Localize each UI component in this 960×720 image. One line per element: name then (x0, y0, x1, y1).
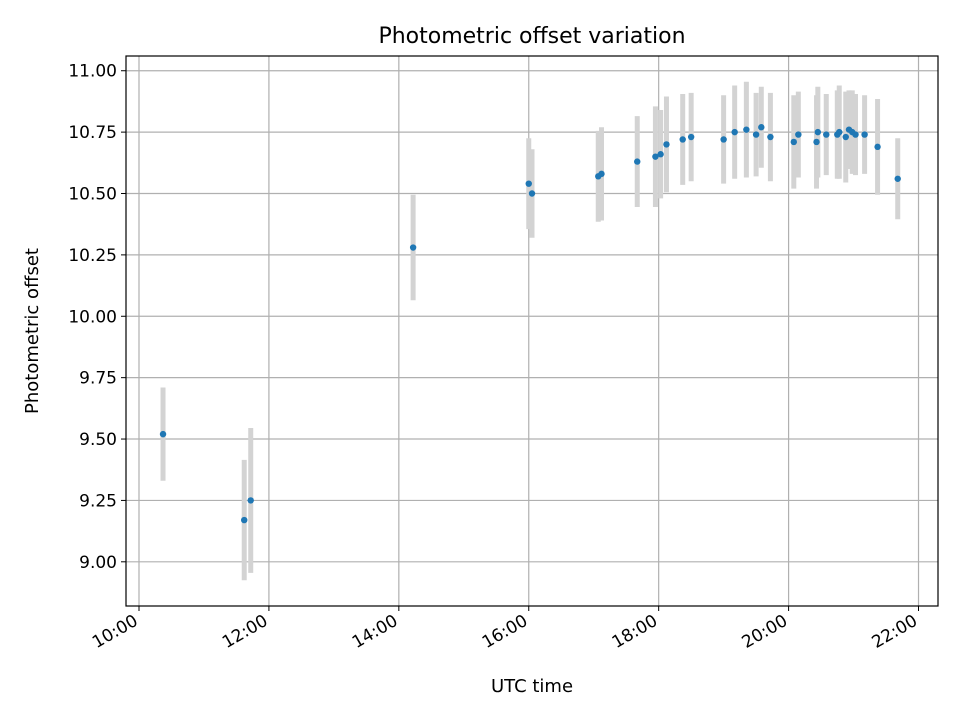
data-point (752, 131, 760, 138)
y-tick-label: 9.25 (79, 491, 117, 511)
data-point (852, 131, 859, 138)
chart-title: Photometric offset variation (378, 24, 685, 49)
data-point (813, 138, 820, 146)
data-point (836, 128, 843, 136)
data-point (894, 175, 901, 182)
y-tick-label: 9.75 (79, 369, 117, 389)
y-tick-label: 10.50 (68, 185, 117, 205)
y-axis-label: Photometric offset (22, 248, 43, 414)
data-point (861, 131, 868, 138)
data-point (525, 180, 532, 187)
data-point (790, 138, 797, 146)
y-tick-label: 11.00 (68, 62, 117, 82)
data-point (679, 136, 686, 143)
data-point (687, 133, 695, 141)
data-point (409, 244, 417, 251)
data-point (743, 126, 750, 133)
y-tick-label: 9.50 (79, 430, 117, 450)
data-point (634, 158, 641, 165)
data-points (159, 124, 901, 524)
data-point (528, 190, 536, 197)
y-tick-label: 10.75 (68, 123, 117, 143)
data-point (663, 141, 670, 148)
data-point (241, 516, 248, 524)
data-point (159, 430, 167, 438)
data-point (731, 128, 738, 136)
data-point (814, 128, 822, 136)
data-point (842, 133, 849, 141)
data-point (767, 133, 774, 141)
data-point (657, 151, 664, 158)
y-tick-label: 10.25 (68, 246, 117, 266)
y-tick-label: 9.00 (79, 553, 117, 573)
y-axis-ticks: 9.00 9.25 9.50 9.75 10.00 10.25 10.50 10.75 11.0… (68, 62, 126, 573)
data-point (247, 497, 254, 504)
data-point (758, 124, 765, 131)
plot-frame (125, 55, 939, 607)
data-point (874, 143, 881, 151)
data-point (652, 153, 659, 160)
data-point (823, 131, 830, 138)
y-tick-label: 10.00 (68, 307, 117, 327)
data-point (598, 170, 605, 178)
data-point (795, 131, 802, 138)
data-point (720, 136, 727, 143)
x-axis-label: UTC time (491, 676, 573, 697)
